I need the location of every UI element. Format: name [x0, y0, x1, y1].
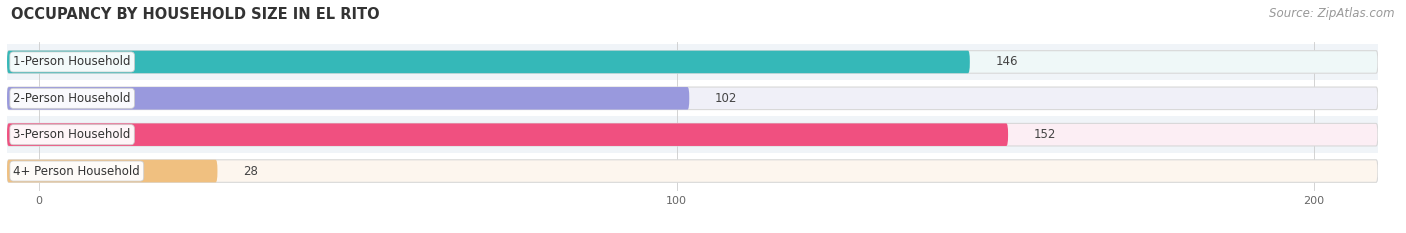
FancyBboxPatch shape [7, 44, 1378, 80]
Text: 146: 146 [995, 55, 1018, 69]
Text: 3-Person Household: 3-Person Household [14, 128, 131, 141]
FancyBboxPatch shape [7, 87, 1378, 110]
Text: OCCUPANCY BY HOUSEHOLD SIZE IN EL RITO: OCCUPANCY BY HOUSEHOLD SIZE IN EL RITO [11, 7, 380, 22]
FancyBboxPatch shape [7, 160, 1378, 182]
Text: 152: 152 [1033, 128, 1056, 141]
Text: 102: 102 [714, 92, 737, 105]
Text: Source: ZipAtlas.com: Source: ZipAtlas.com [1270, 7, 1395, 20]
Text: 2-Person Household: 2-Person Household [14, 92, 131, 105]
Text: 1-Person Household: 1-Person Household [14, 55, 131, 69]
FancyBboxPatch shape [7, 51, 970, 73]
FancyBboxPatch shape [7, 153, 1378, 189]
Text: 4+ Person Household: 4+ Person Household [14, 164, 141, 178]
FancyBboxPatch shape [7, 123, 1378, 146]
FancyBboxPatch shape [7, 51, 1378, 73]
FancyBboxPatch shape [7, 123, 1008, 146]
Text: 28: 28 [243, 164, 257, 178]
FancyBboxPatch shape [7, 160, 218, 182]
FancyBboxPatch shape [7, 116, 1378, 153]
FancyBboxPatch shape [7, 80, 1378, 116]
FancyBboxPatch shape [7, 87, 689, 110]
